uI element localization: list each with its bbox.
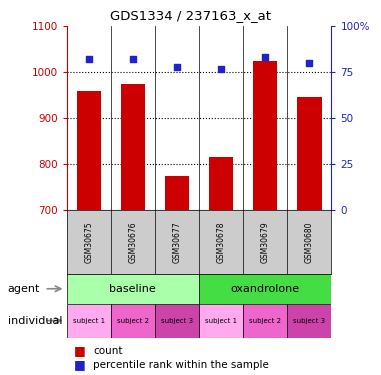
Text: ■: ■ (74, 344, 86, 357)
Text: GSM30675: GSM30675 (84, 221, 93, 262)
Text: GSM30678: GSM30678 (217, 221, 226, 262)
Bar (111, 304, 155, 338)
Text: subject 2: subject 2 (249, 318, 281, 324)
Bar (253, 61, 277, 210)
Text: GSM30679: GSM30679 (261, 221, 270, 262)
Bar (297, 98, 322, 210)
Text: ■: ■ (74, 358, 86, 371)
Point (174, 64, 180, 70)
Bar (199, 274, 331, 304)
Text: subject 1: subject 1 (73, 318, 105, 324)
Bar (287, 304, 331, 338)
Point (306, 60, 312, 66)
Text: baseline: baseline (109, 284, 156, 294)
Text: GSM30680: GSM30680 (305, 221, 314, 262)
Bar (243, 304, 287, 338)
Bar (77, 91, 101, 210)
Text: GSM30676: GSM30676 (128, 221, 138, 262)
Bar (67, 274, 199, 304)
Bar (121, 84, 145, 210)
Bar (199, 304, 243, 338)
Text: count: count (93, 346, 123, 355)
Text: oxandrolone: oxandrolone (231, 284, 300, 294)
Text: percentile rank within the sample: percentile rank within the sample (93, 360, 269, 369)
Text: subject 1: subject 1 (205, 318, 237, 324)
Text: GDS1334 / 237163_x_at: GDS1334 / 237163_x_at (110, 9, 271, 22)
Text: subject 2: subject 2 (117, 318, 149, 324)
Point (218, 66, 224, 72)
Point (130, 56, 136, 62)
Point (86, 56, 92, 62)
Text: individual: individual (8, 316, 62, 326)
Text: agent: agent (8, 284, 40, 294)
Bar (209, 157, 233, 210)
Text: GSM30677: GSM30677 (173, 221, 181, 262)
Bar (67, 304, 111, 338)
Text: subject 3: subject 3 (293, 318, 325, 324)
Bar (165, 176, 189, 210)
Text: subject 3: subject 3 (161, 318, 193, 324)
Point (262, 54, 268, 60)
Bar (155, 304, 199, 338)
